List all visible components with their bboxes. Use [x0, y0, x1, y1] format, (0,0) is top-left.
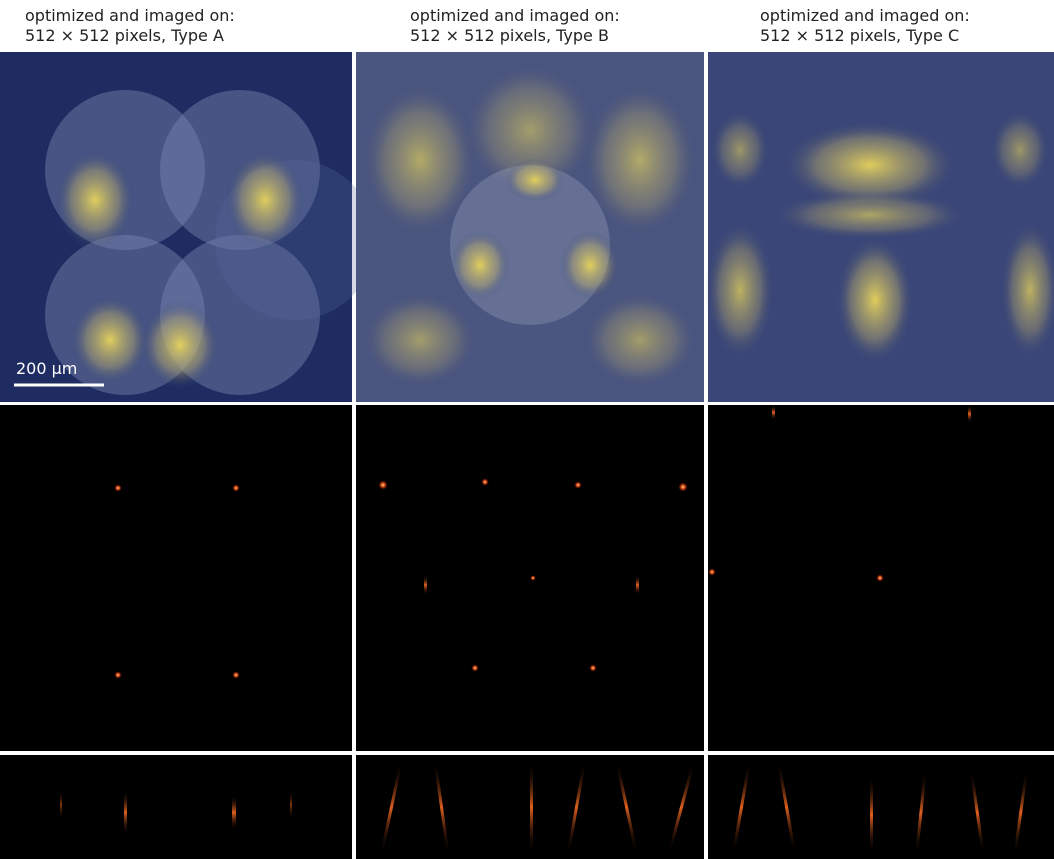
column-header: 512 × 512 pixels, Type B: [410, 26, 609, 45]
image-a-top: 200 µm: [0, 52, 375, 402]
column-header: optimized and imaged on:: [25, 6, 235, 25]
column-header: 512 × 512 pixels, Type C: [760, 26, 959, 45]
column-header: 512 × 512 pixels, Type A: [25, 26, 224, 45]
scale-label: 200 µm: [16, 359, 77, 378]
column-header: optimized and imaged on:: [410, 6, 620, 25]
image-c-top: [705, 52, 1054, 402]
column-header: optimized and imaged on:: [760, 6, 970, 25]
psf-row-middle: [0, 405, 1054, 751]
figure: optimized and imaged on:512 × 512 pixels…: [0, 0, 1054, 859]
image-b-top: [356, 52, 704, 402]
psf-row-bottom: [0, 755, 1054, 859]
column-headers: optimized and imaged on:512 × 512 pixels…: [25, 6, 970, 45]
